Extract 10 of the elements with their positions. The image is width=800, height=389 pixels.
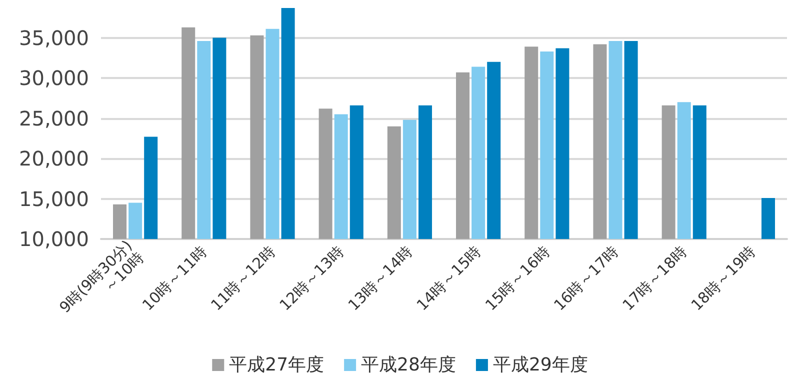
y-tick-label: 10,000 xyxy=(19,227,89,251)
legend-label: 平成27年度 xyxy=(229,354,324,376)
y-tick-label: 20,000 xyxy=(19,146,89,171)
y-tick-label: 30,000 xyxy=(19,66,89,90)
x-tick-label: 18時～19時 xyxy=(688,242,760,314)
y-tick-label: 25,000 xyxy=(19,106,89,130)
legend-label: 平成29年度 xyxy=(492,354,588,376)
y-tick-label: 15,000 xyxy=(19,186,89,211)
y-tick-label: 35,000 xyxy=(19,26,89,50)
legend-label: 平成28年度 xyxy=(361,354,456,376)
